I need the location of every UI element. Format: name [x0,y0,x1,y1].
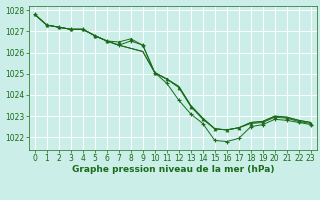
X-axis label: Graphe pression niveau de la mer (hPa): Graphe pression niveau de la mer (hPa) [72,165,274,174]
